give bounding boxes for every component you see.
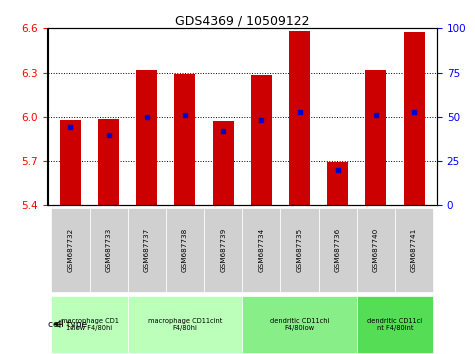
Text: GSM687740: GSM687740: [373, 228, 379, 272]
Text: GSM687737: GSM687737: [144, 228, 150, 272]
Title: GDS4369 / 10509122: GDS4369 / 10509122: [175, 14, 310, 27]
Bar: [166, 208, 204, 292]
Bar: [395, 208, 433, 292]
Text: macrophage CD11cint
F4/80hi: macrophage CD11cint F4/80hi: [148, 318, 222, 331]
Bar: [251, 75, 272, 205]
Bar: [404, 32, 425, 205]
Bar: [128, 296, 242, 353]
Bar: [289, 30, 310, 205]
Text: GSM687736: GSM687736: [335, 228, 341, 272]
Bar: [204, 208, 242, 292]
Text: dendritic CD11ci
nt F4/80int: dendritic CD11ci nt F4/80int: [368, 318, 423, 331]
Bar: [51, 208, 89, 292]
Bar: [357, 208, 395, 292]
Bar: [327, 162, 348, 205]
Text: macrophage CD1
1clow F4/80hi: macrophage CD1 1clow F4/80hi: [61, 318, 118, 331]
Bar: [213, 121, 234, 205]
Text: GSM687733: GSM687733: [105, 228, 112, 272]
Bar: [357, 296, 433, 353]
Text: GSM687738: GSM687738: [182, 228, 188, 272]
Bar: [319, 208, 357, 292]
Text: cell type: cell type: [48, 320, 87, 329]
Text: GSM687732: GSM687732: [67, 228, 74, 272]
Bar: [128, 208, 166, 292]
Text: GSM687734: GSM687734: [258, 228, 265, 272]
Text: dendritic CD11chi
F4/80low: dendritic CD11chi F4/80low: [270, 318, 329, 331]
Bar: [51, 296, 128, 353]
Bar: [365, 70, 386, 205]
Text: GSM687735: GSM687735: [296, 228, 303, 272]
Bar: [98, 119, 119, 205]
Bar: [89, 208, 128, 292]
Bar: [280, 208, 319, 292]
Bar: [60, 120, 81, 205]
Text: GSM687741: GSM687741: [411, 228, 417, 272]
Text: GSM687739: GSM687739: [220, 228, 226, 272]
Bar: [136, 70, 157, 205]
Bar: [242, 296, 357, 353]
Bar: [242, 208, 280, 292]
Bar: [174, 74, 196, 205]
